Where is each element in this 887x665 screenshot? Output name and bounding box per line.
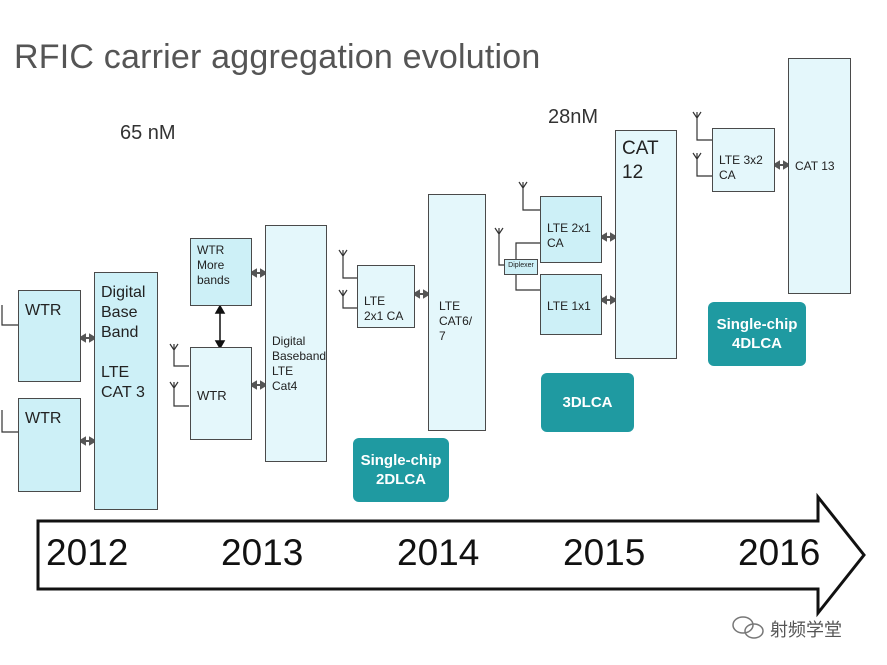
year-label: 2013	[221, 532, 304, 573]
process-28nm-label: 28nM	[548, 106, 599, 128]
wtr-box-2012-a: WTR	[18, 290, 81, 382]
digital-base-band-box: Digital Base Band LTE CAT 3	[94, 272, 158, 510]
single-chip-4dlca-badge: Single-chip 4DLCA	[708, 302, 806, 366]
wtr-box-2012-b: WTR	[18, 398, 81, 492]
year-label: 2015	[563, 532, 646, 573]
lte-3x2-ca-box: LTE 3x2 CA	[712, 128, 775, 192]
lte-2x1-ca-box-2014: LTE 2x1 CA	[357, 265, 415, 328]
diplexer-box: Diplexer	[504, 259, 538, 275]
wtr-more-bands-box: WTR More bands	[190, 238, 252, 306]
lte-1x1-box: LTE 1x1	[540, 274, 602, 335]
watermark-text: 射频学堂	[770, 620, 842, 640]
cat13-box: CAT 13	[788, 58, 851, 294]
year-label: 2016	[738, 532, 821, 573]
cat12-box: CAT 12	[615, 130, 677, 359]
lte-cat6-7-box: LTE CAT6/ 7	[428, 194, 486, 431]
page-title: RFIC carrier aggregation evolution	[14, 38, 541, 76]
single-chip-2dlca-badge: Single-chip 2DLCA	[353, 438, 449, 502]
wtr-box-2013: WTR	[190, 347, 252, 440]
year-label: 2012	[46, 532, 129, 573]
timeline-arrow	[36, 492, 866, 618]
process-65nm-label: 65 nM	[120, 122, 176, 144]
3dlca-badge: 3DLCA	[541, 373, 634, 432]
digital-baseband-cat4-box: Digital Baseband LTE Cat4	[265, 225, 327, 462]
lte-2x1-ca-box-2015: LTE 2x1 CA	[540, 196, 602, 263]
year-label: 2014	[397, 532, 480, 573]
